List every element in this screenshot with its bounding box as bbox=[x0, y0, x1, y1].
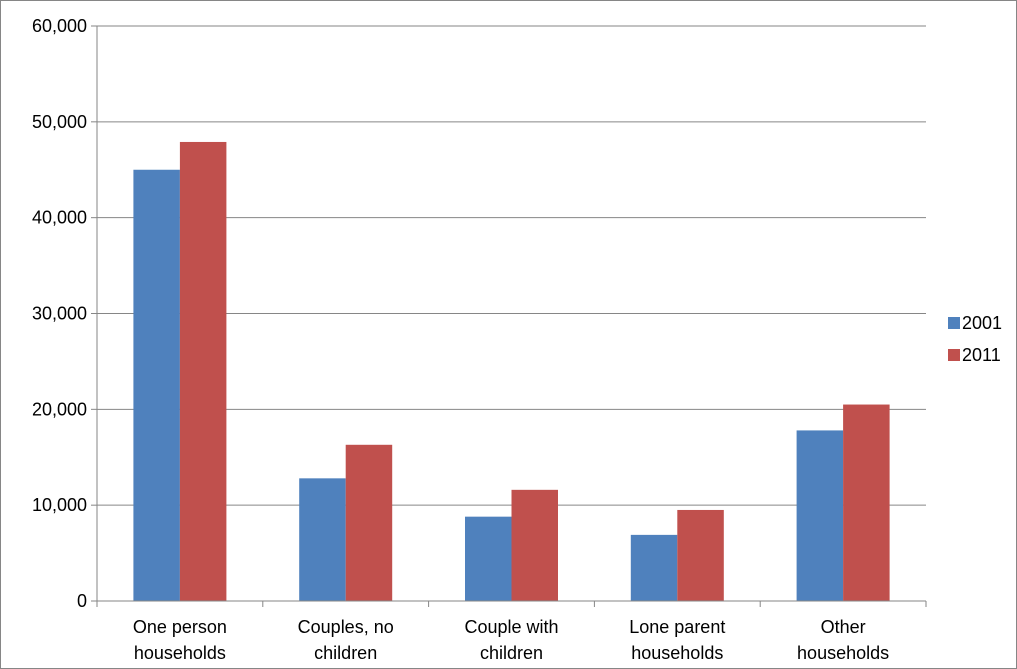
y-tick-label: 10,000 bbox=[32, 495, 87, 515]
x-category-label: Couples, no children bbox=[298, 617, 394, 663]
x-category-label-line: children bbox=[480, 643, 543, 663]
bar-2001-3 bbox=[630, 534, 678, 601]
x-category-label: One person households bbox=[133, 617, 227, 663]
legend: 2001 2011 bbox=[948, 313, 1002, 365]
x-category-label-line: households bbox=[631, 643, 723, 663]
y-tick-label: 0 bbox=[77, 591, 87, 611]
x-category-label-line: households bbox=[134, 643, 226, 663]
x-category-label-line: One person bbox=[133, 617, 227, 637]
x-category-label-line: children bbox=[314, 643, 377, 663]
bar-2001-1 bbox=[299, 478, 346, 601]
x-category-label-line: Lone parent bbox=[629, 617, 725, 637]
legend-swatch-2001 bbox=[948, 317, 960, 329]
gridlines bbox=[97, 25, 926, 506]
x-category-label: Lone parent households bbox=[629, 617, 725, 663]
x-category-label-line: Couple with bbox=[464, 617, 558, 637]
bar-2011-0 bbox=[179, 141, 227, 602]
x-category-label: Other households bbox=[797, 617, 889, 663]
y-tick-label: 50,000 bbox=[32, 112, 87, 132]
y-tick-label: 60,000 bbox=[32, 16, 87, 36]
legend-swatch-2011 bbox=[948, 349, 960, 361]
x-category-label: Couple with children bbox=[464, 617, 558, 663]
y-tick-label: 30,000 bbox=[32, 304, 87, 324]
y-tick-label: 20,000 bbox=[32, 399, 87, 419]
axes bbox=[91, 25, 927, 607]
bar-2001-4 bbox=[796, 430, 844, 601]
bar-2011-4 bbox=[843, 404, 890, 601]
legend-label: 2001 bbox=[962, 313, 1002, 333]
bar-2001-0 bbox=[133, 169, 180, 601]
bar-2011-3 bbox=[677, 509, 724, 601]
bars bbox=[133, 141, 890, 602]
x-category-label-line: Couples, no bbox=[298, 617, 394, 637]
bar-2001-2 bbox=[465, 516, 512, 601]
x-category-label-line: Other bbox=[821, 617, 866, 637]
y-axis-tick-labels: 0 10,000 20,000 30,000 40,000 50,000 60,000 bbox=[32, 16, 87, 611]
bar-2011-1 bbox=[345, 444, 393, 601]
legend-label: 2011 bbox=[962, 345, 1001, 365]
bar-2011-2 bbox=[511, 489, 558, 601]
y-tick-label: 40,000 bbox=[32, 208, 87, 228]
x-category-label-line: households bbox=[797, 643, 889, 663]
